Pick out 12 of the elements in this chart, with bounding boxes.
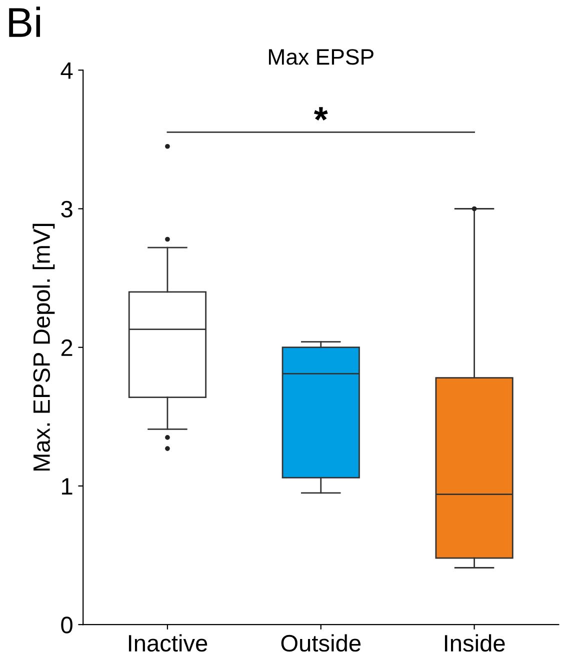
y-tick-label: 0 (61, 616, 72, 634)
y-tick-label: 2 (61, 339, 72, 356)
y-tick-label: 3 (61, 200, 72, 218)
y-axis-title: Max. EPSP Depol. [mV] (32, 224, 55, 471)
x-tick-label: Inside (444, 634, 505, 652)
chart-title: Max EPSP (268, 49, 374, 65)
text: Bi (9, 6, 40, 37)
y-tick-label: 4 (60, 62, 73, 79)
y-tick-label: 1 (62, 478, 72, 495)
x-tick-label: Inactive (128, 634, 208, 652)
annotation: * (314, 107, 328, 121)
x-tick-label: Outside (281, 634, 361, 652)
